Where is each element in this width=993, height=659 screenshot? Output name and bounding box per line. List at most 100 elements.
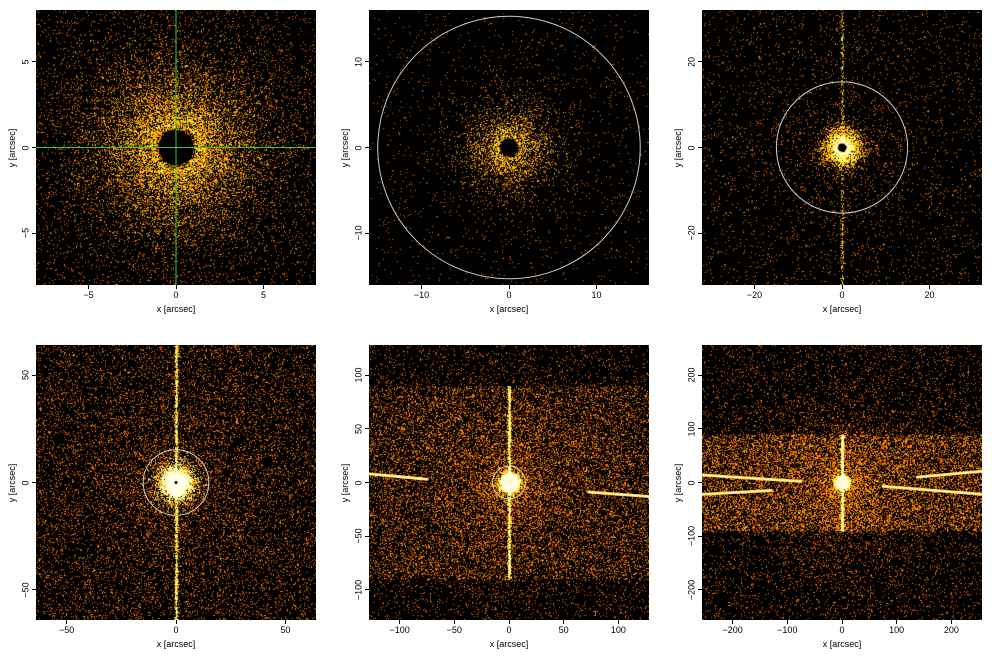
psf-image-p3 — [702, 10, 982, 285]
y-tick-label: −5 — [20, 228, 31, 239]
y-tick-label: 20 — [686, 56, 697, 67]
x-tick-mark — [284, 620, 286, 624]
psf-image-p2 — [369, 10, 649, 285]
x-tick-label: 100 — [610, 625, 626, 635]
psf-image-p1 — [36, 10, 316, 285]
x-tick-label: 200 — [943, 625, 959, 635]
diffraction-streak — [588, 491, 649, 498]
y-axis-label: y [arcsec] — [7, 128, 17, 167]
x-tick-mark — [732, 620, 734, 624]
x-tick-label: 0 — [506, 625, 512, 635]
y-tick-mark — [365, 147, 369, 148]
y-tick-mark — [365, 535, 369, 537]
overlay — [36, 10, 316, 285]
source-centre — [504, 477, 514, 488]
psf-image-p6 — [702, 345, 982, 620]
x-tick-mark — [596, 285, 597, 289]
x-tick-label: 5 — [260, 290, 267, 300]
overlay — [142, 449, 210, 516]
y-tick-mark — [698, 61, 702, 63]
y-tick-mark — [698, 428, 702, 430]
x-tick-mark — [88, 285, 89, 289]
y-tick-label: −100 — [686, 526, 697, 547]
x-tick-label: 50 — [280, 625, 291, 635]
x-tick-mark — [508, 285, 510, 289]
y-tick-mark — [698, 589, 702, 591]
y-tick-label: −20 — [686, 225, 697, 242]
y-axis-label: y [arcsec] — [673, 128, 683, 167]
y-tick-mark — [32, 61, 36, 63]
y-tick-mark — [32, 147, 36, 148]
psf-image-p4 — [36, 345, 316, 620]
y-tick-mark — [365, 61, 369, 63]
x-tick-label: 0 — [173, 290, 179, 300]
y-tick-label: 0 — [20, 479, 31, 486]
x-tick-mark — [175, 285, 177, 289]
overlay — [702, 469, 982, 496]
x-tick-mark — [563, 620, 565, 624]
x-tick-label: 0 — [839, 290, 845, 300]
y-tick-label: 10 — [353, 56, 364, 67]
y-tick-mark — [365, 428, 369, 430]
x-tick-mark — [263, 285, 264, 289]
x-tick-label: −200 — [722, 625, 743, 635]
y-tick-label: 0 — [686, 479, 697, 486]
x-tick-mark — [617, 620, 619, 624]
x-tick-label: 20 — [924, 290, 935, 300]
x-tick-mark — [786, 620, 788, 624]
y-tick-label: 0 — [353, 479, 364, 486]
diffraction-streak — [916, 470, 982, 478]
y-tick-mark — [698, 482, 702, 483]
x-tick-label: 10 — [591, 290, 602, 300]
y-tick-mark — [698, 374, 702, 376]
y-axis-label: y [arcsec] — [340, 128, 350, 167]
y-tick-mark — [698, 147, 702, 148]
y-tick-label: −200 — [686, 579, 697, 601]
y-axis-label: y [arcsec] — [340, 463, 350, 502]
x-tick-label: −20 — [746, 290, 763, 300]
y-tick-label: −50 — [353, 528, 364, 544]
y-tick-mark — [365, 232, 369, 234]
y-tick-label: −50 — [20, 582, 31, 598]
y-tick-mark — [698, 535, 702, 537]
x-tick-label: 0 — [173, 625, 179, 635]
y-tick-mark — [365, 482, 369, 483]
x-tick-label: −50 — [58, 625, 75, 635]
overlay — [377, 15, 641, 280]
diffraction-streak — [702, 489, 772, 495]
x-tick-mark — [399, 620, 401, 624]
y-tick-label: 200 — [686, 367, 697, 383]
x-tick-mark — [754, 285, 755, 289]
y-tick-label: 0 — [20, 144, 31, 151]
y-axis-label: y [arcsec] — [7, 463, 17, 502]
source-centre — [837, 477, 847, 488]
y-tick-label: 50 — [20, 370, 31, 381]
x-tick-label: 50 — [558, 625, 569, 635]
y-tick-mark — [32, 374, 36, 376]
y-tick-label: 5 — [20, 59, 31, 65]
x-tick-label: −50 — [446, 625, 462, 635]
x-tick-mark — [453, 620, 455, 624]
y-tick-mark — [32, 589, 36, 591]
y-tick-mark — [32, 232, 36, 234]
x-axis-label: x [arcsec] — [489, 639, 529, 649]
y-axis-label: y [arcsec] — [673, 463, 683, 502]
x-tick-mark — [929, 285, 930, 289]
x-tick-mark — [508, 620, 510, 624]
x-tick-label: −10 — [413, 290, 430, 300]
x-tick-label: 100 — [889, 625, 905, 635]
x-tick-label: −100 — [777, 625, 798, 635]
x-axis-label: x [arcsec] — [822, 304, 862, 314]
y-tick-label: −100 — [353, 579, 364, 601]
x-tick-mark — [421, 285, 422, 289]
aperture-circle — [142, 449, 210, 516]
aperture-circle — [377, 15, 641, 280]
x-axis-label: x [arcsec] — [156, 639, 196, 649]
y-tick-mark — [698, 232, 702, 234]
overlay — [775, 81, 909, 214]
aperture-circle — [775, 81, 909, 214]
x-tick-mark — [841, 285, 843, 289]
psf-image-p5 — [369, 345, 649, 620]
diffraction-streak — [882, 485, 982, 495]
aperture-circle — [492, 465, 526, 500]
